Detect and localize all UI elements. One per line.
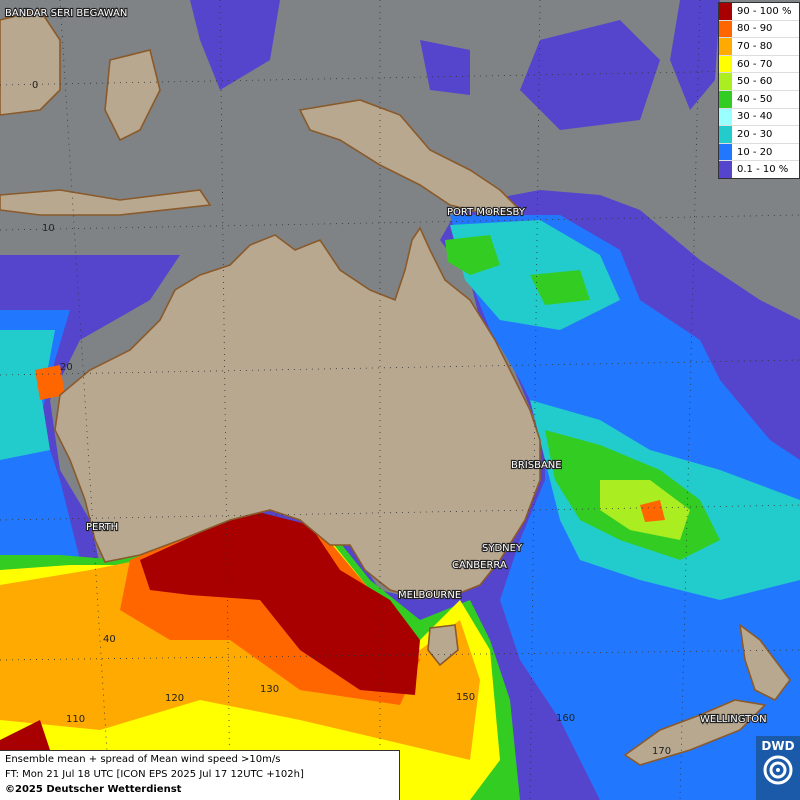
legend-label: 70 - 80 <box>737 40 773 52</box>
city-canberra: CANBERRA <box>452 560 507 571</box>
legend-row: 10 - 20 <box>719 143 799 162</box>
product-title: Ensemble mean + spread of Mean wind spee… <box>5 754 281 765</box>
legend-row: 70 - 80 <box>719 38 799 56</box>
legend-swatch <box>719 143 732 161</box>
legend-label: 90 - 100 % <box>737 5 792 17</box>
legend-label: 10 - 20 <box>737 146 773 158</box>
copyright: ©2025 Deutscher Wetterdienst <box>5 784 182 795</box>
grid-label-lon-110: 110 <box>66 714 85 725</box>
legend-label: 80 - 90 <box>737 23 773 35</box>
legend-swatch <box>719 3 732 20</box>
legend-label: 50 - 60 <box>737 76 773 88</box>
legend-swatch <box>719 108 732 126</box>
dwd-swirl-icon <box>763 755 793 785</box>
legend-label: 60 - 70 <box>737 58 773 70</box>
legend: 90 - 100 % 80 - 90 70 - 80 60 - 70 50 - 60 40… <box>718 2 800 179</box>
legend-swatch <box>719 126 732 143</box>
legend-row: 80 - 90 <box>719 20 799 39</box>
shade-orange-west <box>35 365 65 400</box>
forecast-time: FT: Mon 21 Jul 18 UTC [ICON EPS 2025 Jul… <box>5 769 304 780</box>
legend-label: 30 - 40 <box>737 111 773 123</box>
tasmania-land <box>427 624 459 667</box>
shade-south-red <box>140 510 420 695</box>
grid-label-lat-10: 10 <box>42 223 55 234</box>
sulawesi-land <box>104 49 161 142</box>
shade-south-blue <box>0 215 800 800</box>
grid-label-lat-20: 20 <box>60 362 73 373</box>
city-wellington: WELLINGTON <box>700 714 767 725</box>
legend-row: 20 - 30 <box>719 126 799 144</box>
shade-orange-tasman <box>640 500 665 522</box>
new-guinea-land <box>298 99 522 216</box>
legend-row: 60 - 70 <box>719 55 799 74</box>
legend-swatch <box>719 73 732 90</box>
legend-swatch <box>719 20 732 38</box>
legend-row: 90 - 100 % <box>719 3 799 21</box>
borneo-land <box>0 9 61 116</box>
city-brisbane: BRISBANE <box>511 460 562 471</box>
grid-label-lon-120: 120 <box>165 693 184 704</box>
shade-green-coral <box>445 235 590 305</box>
city-bandar-seri-begawan: BANDAR SERI BEGAWAN <box>5 8 127 19</box>
landmasses <box>0 9 791 766</box>
city-port-moresby: PORT MORESBY <box>447 207 526 218</box>
dwd-logo-text: DWD <box>761 739 795 753</box>
legend-row: 40 - 50 <box>719 90 799 109</box>
info-box: Ensemble mean + spread of Mean wind spee… <box>0 750 400 800</box>
legend-label: 40 - 50 <box>737 93 773 105</box>
grid-label-lon-150: 150 <box>456 692 475 703</box>
shade-north-purple <box>190 0 720 130</box>
legend-row: 50 - 60 <box>719 73 799 91</box>
grid-label-lat-0: 0 <box>32 80 38 91</box>
new-zealand-north <box>738 623 791 702</box>
legend-swatch <box>719 38 732 55</box>
legend-row: 30 - 40 <box>719 108 799 127</box>
lesser-sunda-land <box>0 189 212 216</box>
legend-swatch <box>719 90 732 108</box>
legend-label: 20 - 30 <box>737 128 773 140</box>
grid-label-lon-170: 170 <box>652 746 671 757</box>
new-zealand-south <box>623 699 767 766</box>
dwd-logo: DWD <box>756 736 800 800</box>
grid-label-lon-160: 160 <box>556 713 575 724</box>
australia-land <box>54 226 541 599</box>
grid-label-lon-130: 130 <box>260 684 279 695</box>
city-melbourne: MELBOURNE <box>398 590 461 601</box>
city-markers: BANDAR SERI BEGAWAN PORT MORESBY BRISBAN… <box>4 7 768 726</box>
grid-label-lat-40: 40 <box>103 634 116 645</box>
legend-label: 0.1 - 10 % <box>737 164 789 176</box>
city-sydney: SYDNEY <box>482 543 523 554</box>
city-perth: PERTH <box>86 522 118 533</box>
legend-row: 0.1 - 10 % <box>719 161 799 178</box>
legend-swatch <box>719 161 732 178</box>
legend-swatch <box>719 55 732 73</box>
